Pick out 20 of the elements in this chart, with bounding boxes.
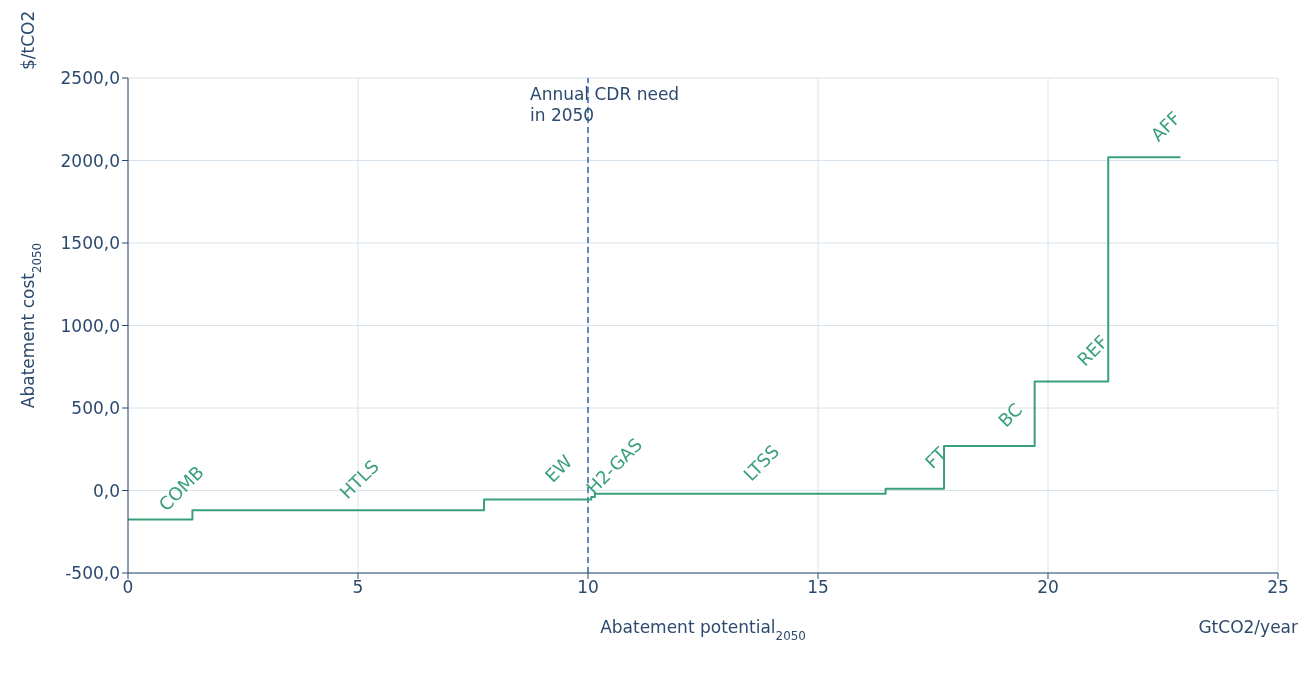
y-tick-label: 0,0 bbox=[92, 480, 120, 501]
annotation: FT bbox=[920, 442, 952, 473]
text: $/tCO2 bbox=[18, 10, 38, 70]
y-tick-label: 1000,0 bbox=[60, 315, 120, 336]
annotation: BC bbox=[993, 398, 1027, 432]
text: GtCO2/year bbox=[1198, 617, 1299, 637]
x-tick-label: 10 bbox=[577, 577, 599, 598]
x-axis-title: Abatement potential$_{2050}$ bbox=[600, 617, 806, 643]
x-tick-label: 5 bbox=[352, 577, 364, 598]
x-tick-label: 25 bbox=[1267, 577, 1289, 598]
ref-line-label: Annual CDR need in 2050 bbox=[530, 84, 680, 125]
x-tick-label: 20 bbox=[1037, 577, 1059, 598]
y-tick-label: 2500,0 bbox=[60, 68, 120, 89]
y-tick-label: 2000,0 bbox=[60, 150, 120, 171]
annotation: EW bbox=[540, 450, 577, 487]
y-tick-label: 500,0 bbox=[71, 398, 120, 419]
y-tick-label: -500,0 bbox=[65, 563, 120, 584]
x-tick-label: 15 bbox=[807, 577, 829, 598]
x-tick-label: 0 bbox=[122, 577, 134, 598]
y-tick-label: 1500,0 bbox=[60, 233, 120, 254]
